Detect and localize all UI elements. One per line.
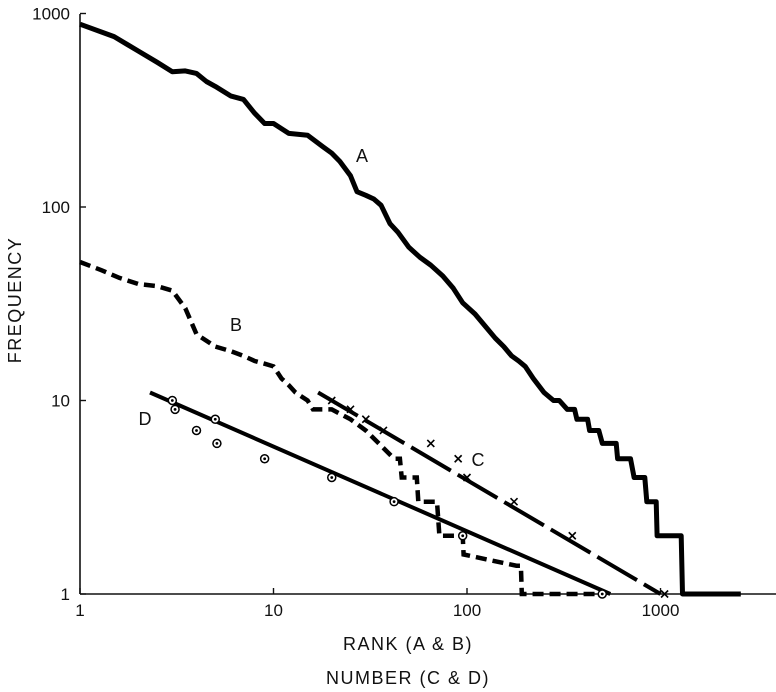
series-d-point xyxy=(191,425,202,436)
series-c-label: C xyxy=(472,450,485,470)
series-c-point xyxy=(568,531,577,540)
x-tick-label: 10 xyxy=(264,601,283,620)
x-tick-label: 100 xyxy=(453,601,481,620)
axis-ticks: 1 10 100 1000 1 10 100 1000 xyxy=(32,5,679,621)
series-d-point xyxy=(457,531,468,541)
x-tick-label: 1 xyxy=(75,601,84,620)
series-d-point xyxy=(170,404,180,415)
series-c-point xyxy=(462,473,472,482)
y-tick-label: 10 xyxy=(51,392,70,411)
series-c-point xyxy=(660,589,669,599)
series-c-point xyxy=(379,426,388,435)
series-c-point xyxy=(346,405,355,414)
plot-frame xyxy=(79,14,776,595)
series-d-point xyxy=(597,589,608,599)
series-d-point xyxy=(389,496,399,507)
series-c-point xyxy=(426,439,435,448)
series-layer xyxy=(79,21,741,597)
y-tick-label: 100 xyxy=(42,198,70,217)
series-a-line xyxy=(79,21,741,597)
series-d-label: D xyxy=(139,409,152,429)
series-labels: A B C D xyxy=(139,146,485,470)
series-d-point xyxy=(167,395,178,406)
series-c-point xyxy=(327,396,336,405)
x-tick-label: 1000 xyxy=(642,601,680,620)
y-tick-label: 1 xyxy=(61,585,70,604)
series-b-line xyxy=(79,259,603,597)
series-d-point xyxy=(326,472,337,483)
series-d-point xyxy=(212,438,222,449)
y-tick-label: 1000 xyxy=(32,5,70,24)
series-c-point xyxy=(509,497,519,506)
series-a-label: A xyxy=(356,146,368,166)
series-d-point xyxy=(259,453,270,464)
series-d-point xyxy=(210,414,221,425)
series-c-line xyxy=(317,390,662,596)
series-c-point xyxy=(454,454,463,463)
markers-layer xyxy=(167,395,669,599)
x-axis-title: RANK (A & B) xyxy=(343,634,473,654)
y-axis-title: FREQUENCY xyxy=(5,237,25,364)
series-b-label: B xyxy=(230,315,242,335)
x-axis-subtitle: NUMBER (C & D) xyxy=(326,668,490,688)
series-d-line xyxy=(149,390,612,596)
series-c-point xyxy=(361,415,370,424)
